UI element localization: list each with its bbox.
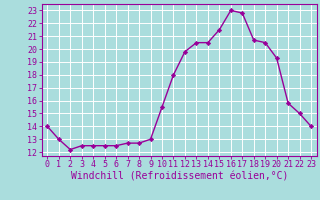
X-axis label: Windchill (Refroidissement éolien,°C): Windchill (Refroidissement éolien,°C) bbox=[70, 172, 288, 182]
